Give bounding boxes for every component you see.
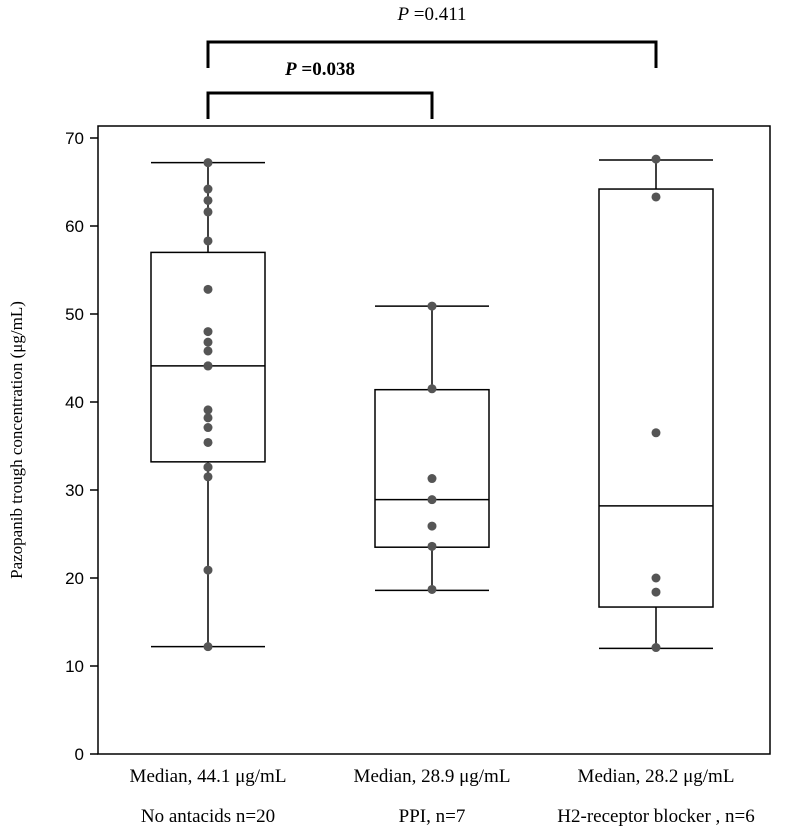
x-axis-labels: Median, 44.1 μg/mL No antacids n=20 Median… [130, 766, 755, 827]
box-group [598, 154, 714, 653]
data-point [203, 413, 213, 423]
significance-bracket [206, 91, 434, 119]
y-tick-label: 30 [65, 481, 84, 500]
data-point [203, 423, 213, 433]
data-point [203, 158, 213, 168]
data-point [203, 437, 213, 447]
data-point [203, 284, 213, 294]
box-group [150, 158, 266, 652]
group-label: No antacids n=20 [141, 806, 275, 827]
data-point [651, 573, 661, 583]
p-value-label: P =0.411 [396, 4, 466, 25]
data-point [427, 584, 437, 594]
data-point [203, 195, 213, 205]
data-point [203, 337, 213, 347]
data-point [651, 587, 661, 597]
plot-frame [97, 125, 771, 755]
data-point [651, 192, 661, 202]
median-label: Median, 28.9 μg/mL [354, 766, 511, 787]
box-group [374, 301, 490, 594]
p-symbol: P [396, 4, 409, 25]
median-label: Median, 44.1 μg/mL [130, 766, 287, 787]
box-groups [150, 154, 714, 653]
data-point [203, 236, 213, 246]
y-tick-label: 20 [65, 569, 84, 588]
data-point [427, 495, 437, 505]
data-point [203, 405, 213, 415]
y-tick-label: 10 [65, 657, 84, 676]
group-label: PPI, n=7 [399, 806, 466, 827]
y-tick-label: 0 [75, 745, 84, 764]
data-point [203, 361, 213, 371]
y-tick-label: 50 [65, 305, 84, 324]
data-point [203, 346, 213, 356]
data-point [651, 154, 661, 164]
data-point [427, 521, 437, 531]
data-point [427, 301, 437, 311]
p-value: =0.038 [297, 59, 355, 80]
data-point [203, 327, 213, 337]
median-label: Median, 28.2 μg/mL [578, 766, 735, 787]
data-point [203, 642, 213, 652]
y-tick-label: 70 [65, 129, 84, 148]
data-point [427, 474, 437, 484]
data-point [427, 384, 437, 394]
y-axis-label: Pazopanib trough concentration (μg/mL) [7, 301, 26, 579]
data-point [203, 565, 213, 575]
p-symbol: P [284, 59, 297, 80]
iqr-box [598, 188, 714, 608]
y-tick-label: 40 [65, 393, 84, 412]
data-point [651, 428, 661, 438]
data-point [203, 207, 213, 217]
group-label: H2-receptor blocker , n=6 [557, 806, 754, 827]
y-tick-label: 60 [65, 217, 84, 236]
p-value-label: P =0.038 [284, 59, 355, 80]
data-point [427, 541, 437, 551]
data-point [203, 184, 213, 194]
y-axis: 0 10 20 30 40 50 60 70 [65, 129, 98, 764]
data-point [203, 462, 213, 472]
data-point [651, 643, 661, 653]
significance-bracket [206, 40, 658, 68]
p-value: =0.411 [409, 4, 467, 25]
data-point [203, 472, 213, 482]
